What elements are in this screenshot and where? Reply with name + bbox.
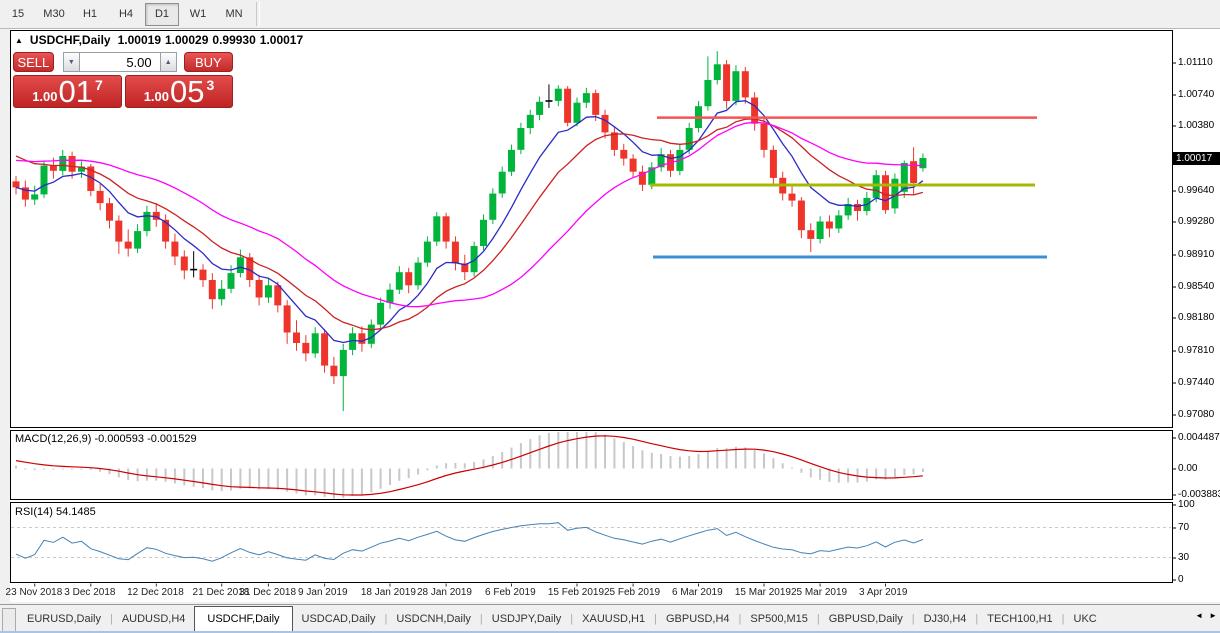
chevron-up-icon: ▲ — [164, 58, 172, 66]
timeframe-w1[interactable]: W1 — [189, 8, 207, 20]
chart-symbol-marker-icon: ▲ — [15, 35, 23, 45]
tab-separator: | — [109, 612, 113, 625]
quote-high: 1.00029 — [165, 33, 209, 47]
tab-separator: | — [738, 612, 742, 625]
timeframe-h1[interactable]: H1 — [82, 8, 98, 20]
tab-usdcnh-daily[interactable]: USDCNH,Daily — [396, 612, 471, 625]
tab-scroll-left-icon[interactable]: ◄ — [1195, 611, 1204, 620]
tab-separator: | — [570, 612, 574, 625]
tab-usdjpy-daily[interactable]: USDJPY,Daily — [491, 612, 562, 625]
buy-price-main: 05 — [170, 74, 205, 109]
buy-button[interactable]: BUY — [183, 52, 233, 72]
current-price-tag: 1.00017 — [1172, 152, 1220, 165]
buy-price-pip: 3 — [206, 76, 215, 93]
tab-ukc[interactable]: UKC — [1073, 612, 1097, 625]
buy-price-prefix: 1.00 — [143, 88, 170, 104]
tab-separator: | — [479, 612, 483, 625]
tab-usdchf-daily[interactable]: USDCHF,Daily — [194, 606, 293, 632]
volume-increase-button[interactable]: ▲ — [160, 52, 177, 72]
sell-price-prefix: 1.00 — [32, 88, 58, 104]
tab-dj30-h4[interactable]: DJ30,H4 — [923, 612, 967, 625]
tab-separator: | — [1061, 612, 1065, 625]
tab-gbpusd-h4[interactable]: GBPUSD,H4 — [665, 612, 730, 625]
chart-background — [10, 29, 1220, 602]
timeframe-h4[interactable]: H4 — [118, 8, 134, 20]
chart-title: ▲ USDCHF,Daily 1.00019 1.00029 0.99930 1… — [15, 33, 303, 47]
tab-tech100-h1[interactable]: TECH100,H1 — [987, 612, 1053, 625]
sell-price-pip: 7 — [95, 76, 103, 93]
timeframe-m30[interactable]: M30 — [43, 8, 65, 20]
window-bottom-accent — [0, 631, 1220, 633]
volume-decrease-button[interactable]: ▼ — [62, 52, 79, 72]
buy-price-panel[interactable]: 1.00 05 3 — [125, 75, 233, 108]
quote-open: 1.00019 — [117, 33, 161, 47]
chart-symbol-label: USDCHF,Daily — [29, 33, 111, 47]
sell-button[interactable]: SELL — [13, 52, 54, 72]
timeframe-d1[interactable]: D1 — [145, 2, 179, 26]
rsi-indicator-label: RSI(14) 54.1485 — [15, 506, 96, 518]
macd-indicator-label: MACD(12,26,9) -0.000593 -0.001529 — [15, 433, 197, 445]
tab-sp500-m15[interactable]: SP500,M15 — [750, 612, 808, 625]
tab-eurusd-daily[interactable]: EURUSD,Daily — [27, 612, 101, 625]
toolbar-separator — [256, 2, 260, 26]
timeframe-toolbar: 15 M30 H1 H4 D1 W1 MN — [0, 0, 1220, 29]
tab-gbpusd-daily[interactable]: GBPUSD,Daily — [828, 612, 903, 625]
tab-xauusd-h1[interactable]: XAUUSD,H1 — [582, 612, 646, 625]
one-click-trading-widget: SELL ▼ 5.00 ▲ BUY 1.00 01 7 1.00 05 3 — [13, 52, 233, 108]
tab-scroll-right-icon[interactable]: ► — [1209, 611, 1217, 620]
sell-price-main: 01 — [58, 74, 93, 109]
volume-input[interactable]: 5.00 — [78, 52, 161, 72]
tab-stub[interactable] — [2, 608, 16, 632]
quote-low: 0.99930 — [212, 33, 256, 47]
tab-separator: | — [911, 612, 915, 625]
tab-separator: | — [975, 612, 979, 625]
timeframe-15[interactable]: 15 — [11, 8, 25, 20]
tab-audusd-h4[interactable]: AUDUSD,H4 — [121, 612, 186, 625]
tab-separator: | — [654, 612, 657, 625]
quote-close: 1.00017 — [259, 33, 304, 47]
tab-separator: | — [816, 612, 820, 625]
tab-usdcad-daily[interactable]: USDCAD,Daily — [301, 612, 376, 625]
chart-tab-bar: EURUSD,Daily | AUDUSD,H4 USDCHF,Daily USDCAD… — [0, 604, 1220, 632]
timeframe-mn[interactable]: MN — [225, 8, 243, 20]
chevron-down-icon: ▼ — [67, 58, 75, 66]
sell-price-panel[interactable]: 1.00 01 7 — [13, 75, 122, 108]
tab-separator: | — [384, 612, 388, 625]
